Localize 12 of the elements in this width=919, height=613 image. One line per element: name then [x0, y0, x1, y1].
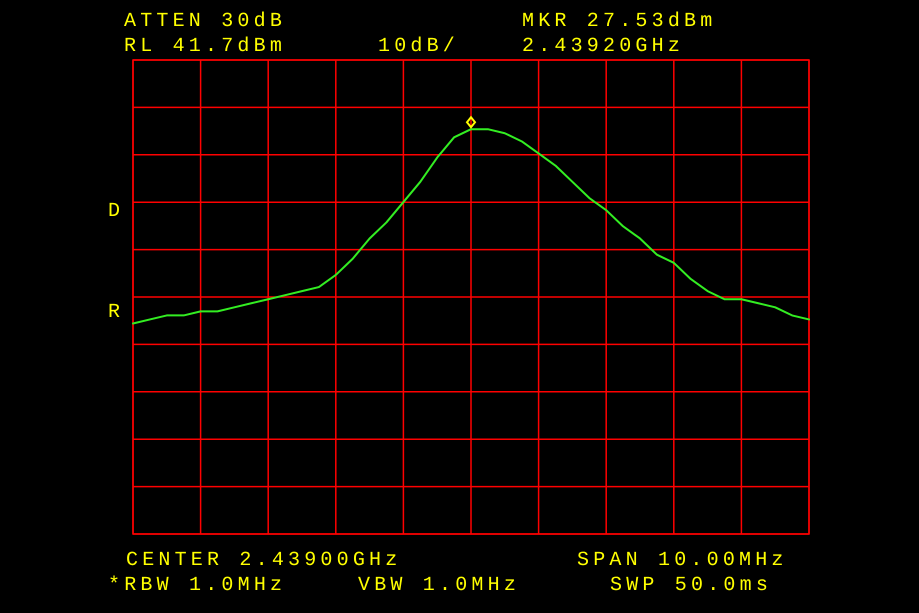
text: MKR 27.53dBm	[522, 10, 716, 33]
text: RL 41.7dBm	[124, 35, 286, 58]
text: 2.43920GHz	[522, 35, 684, 58]
text: SPAN 10.00MHz	[577, 549, 788, 572]
text: R	[108, 301, 124, 324]
text: *RBW 1.0MHz	[108, 574, 286, 597]
text: D	[108, 200, 124, 223]
text: 10dB/	[378, 35, 460, 58]
text: ATTEN 30dB	[124, 10, 286, 33]
text: SWP 50.0ms	[610, 574, 772, 597]
text: VBW 1.0MHz	[358, 574, 520, 597]
text: CENTER 2.43900GHz	[126, 549, 402, 572]
